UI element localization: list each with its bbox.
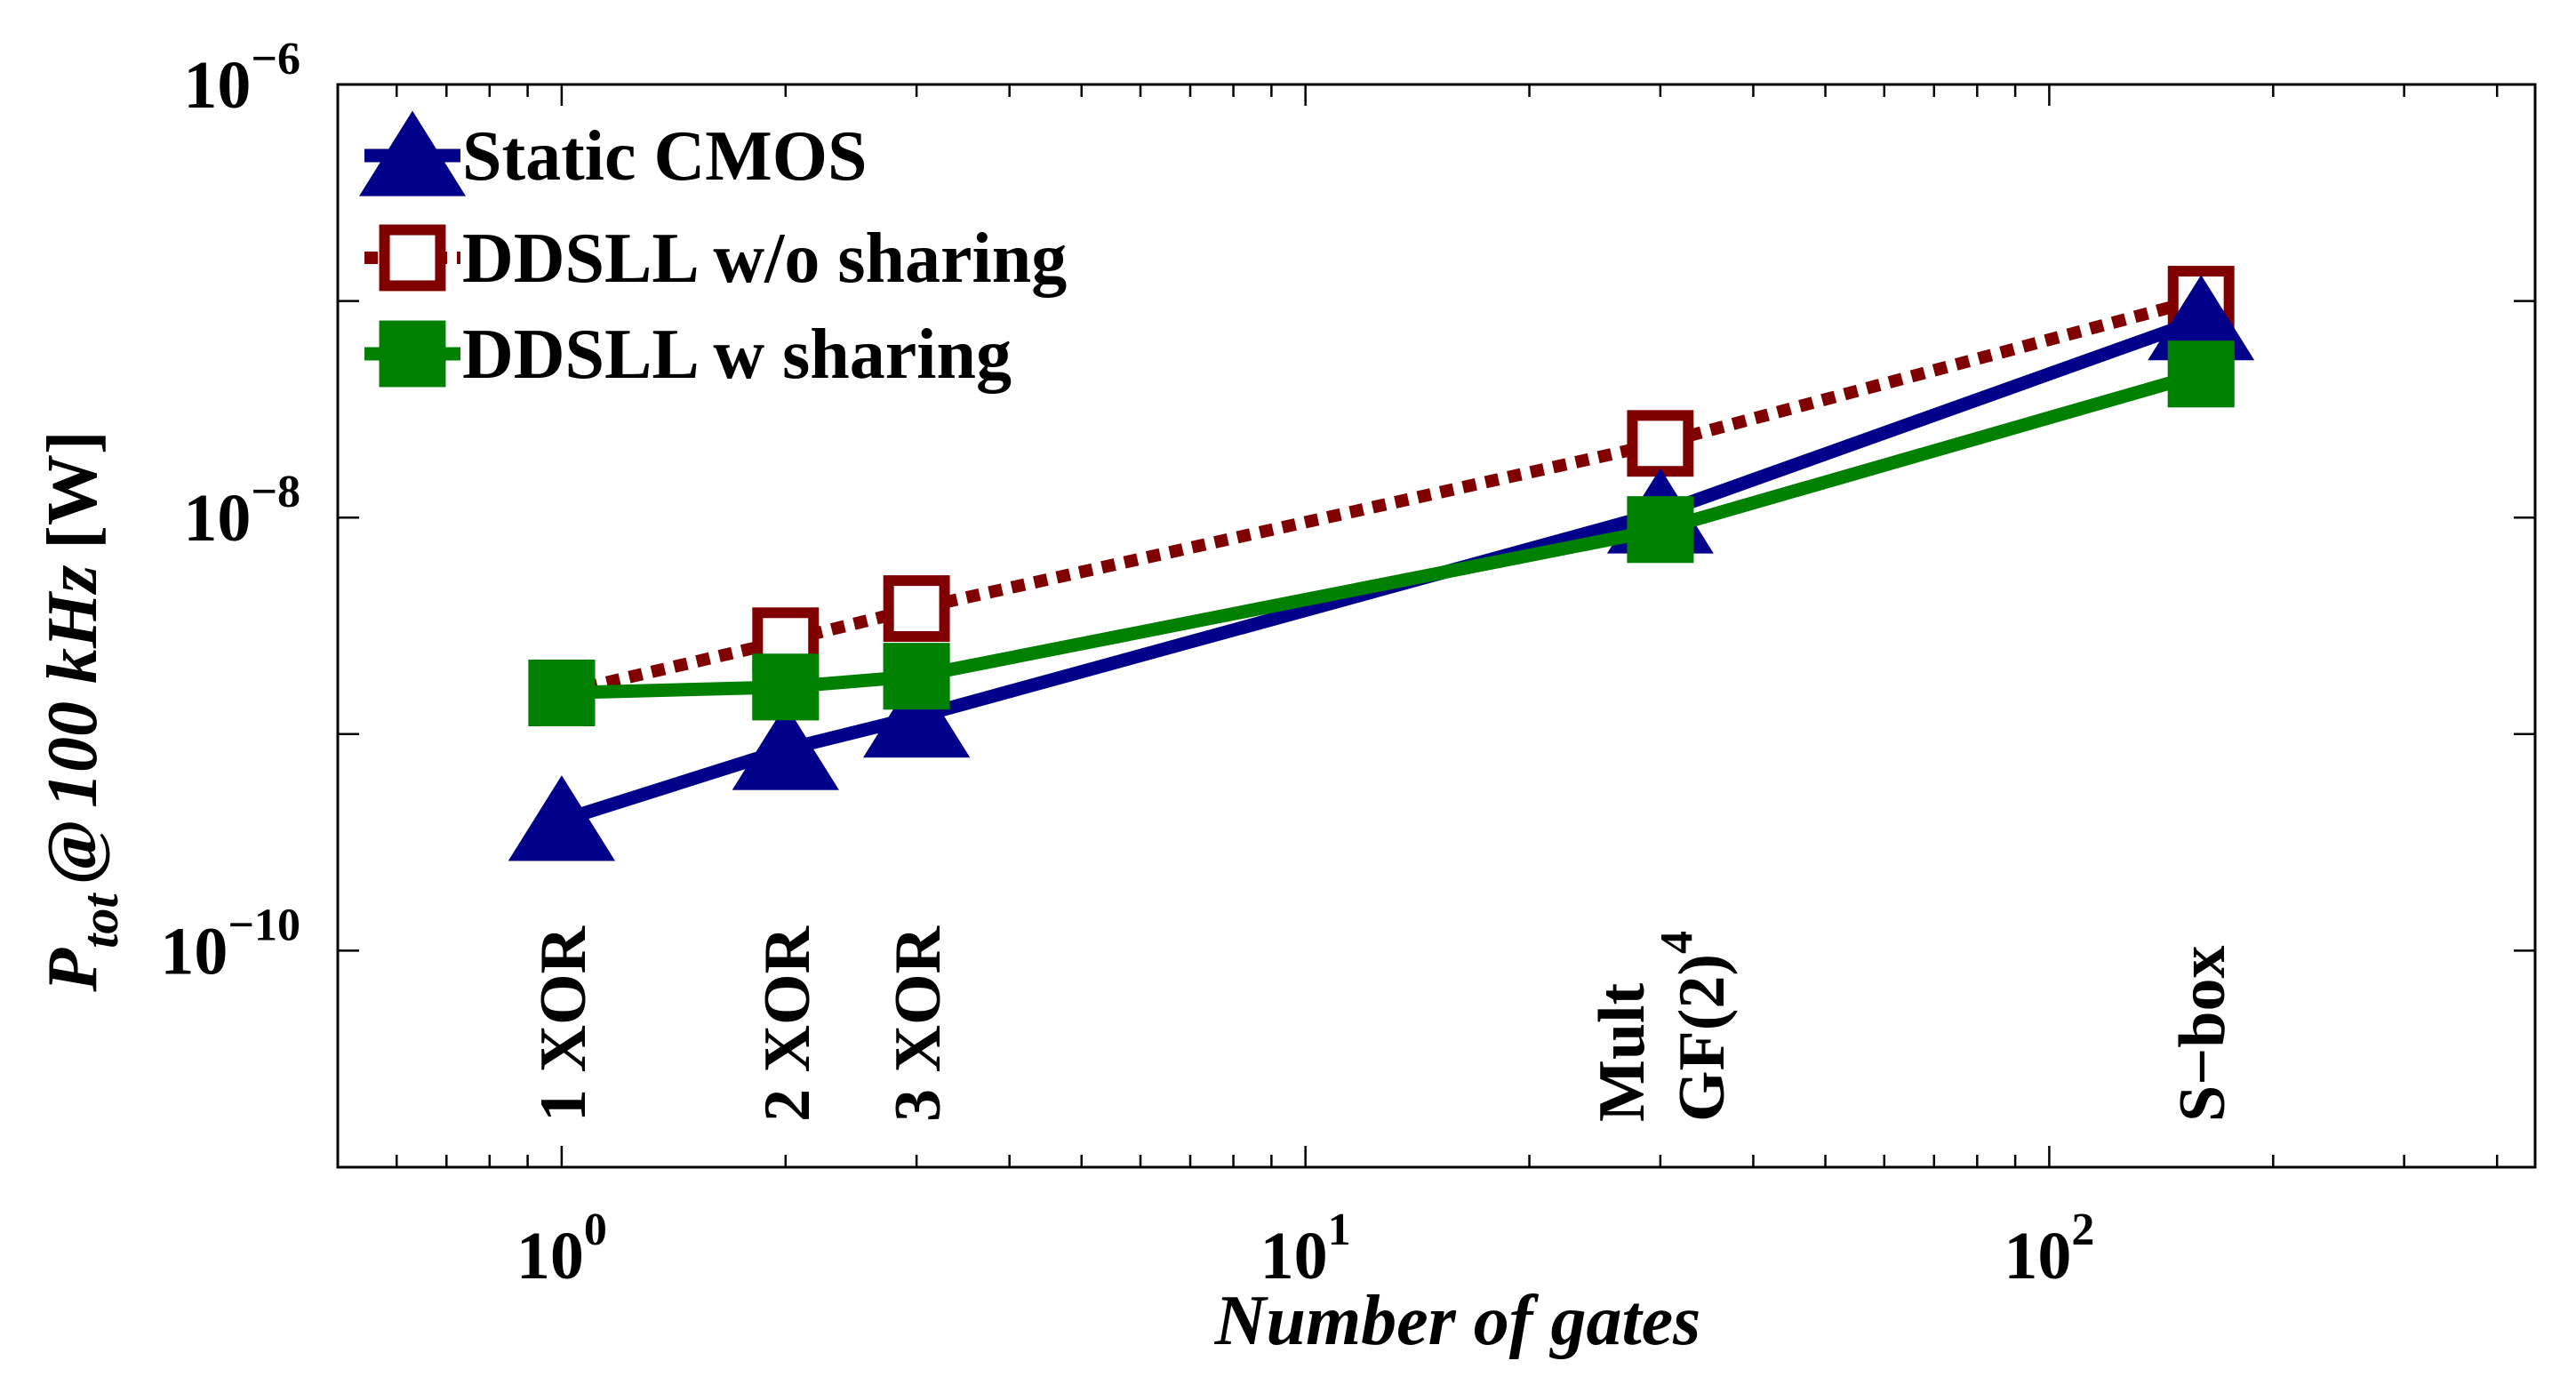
plot-area-border — [336, 83, 2537, 1169]
data-point — [752, 653, 820, 721]
series-layer — [508, 266, 2255, 861]
data-point — [883, 575, 950, 643]
annotation-label: 3 XOR — [882, 925, 955, 1123]
axes-frame — [336, 83, 2537, 1169]
x-tick-label: 100 — [516, 1205, 607, 1293]
data-point — [1627, 496, 1694, 564]
legend-label: DDSLL w sharing — [462, 316, 1012, 394]
y-axis-label-at: @ — [34, 819, 112, 885]
legend: Static CMOS DDSLL w/o sharing DDSLL w shar… — [359, 110, 1067, 394]
x-tick-label-exponent: 1 — [1328, 1205, 1351, 1255]
legend-entry-ddsll-w-o-sharing: DDSLL w/o sharing — [364, 220, 1067, 298]
y-tick-label-base: 10 — [160, 914, 228, 989]
y-axis-label-unit: [W] — [34, 430, 112, 548]
x-tick-label-base: 10 — [516, 1219, 584, 1293]
y-tick-label-exponent: −8 — [251, 467, 300, 517]
y-tick-label: 10−6 — [183, 34, 300, 123]
y-tick-label: 10−8 — [183, 467, 300, 556]
annotation-superscript: 4 — [1652, 931, 1702, 954]
annotation-text: 3 XOR — [882, 925, 955, 1123]
annotation-label: Mult — [1586, 982, 1659, 1122]
x-tick-label-exponent: 2 — [2071, 1205, 2094, 1255]
annotation-label: 1 XOR — [527, 925, 600, 1123]
annotation-layer: 1 XOR 2 XOR 3 XOR Mult GF(2)4 S−box — [527, 925, 2239, 1123]
annotation-text: GF(2) — [1666, 954, 1739, 1122]
legend-entry-ddsll-w-sharing: DDSLL w sharing — [364, 316, 1012, 394]
y-tick-label: 10−10 — [160, 900, 300, 989]
data-point — [528, 659, 596, 726]
legend-marker — [359, 110, 466, 196]
annotation-label: S−box — [2166, 946, 2239, 1122]
legend-label: DDSLL w/o sharing — [462, 220, 1067, 298]
annotation-text: S−box — [2166, 946, 2239, 1122]
legend-marker — [379, 320, 446, 388]
legend-entry-static-cmos: Static CMOS — [359, 110, 868, 196]
data-point — [508, 775, 615, 861]
data-point — [863, 672, 971, 758]
x-tick-label: 102 — [2004, 1205, 2094, 1293]
annotation-label: GF(2)4 — [1652, 931, 1739, 1122]
series-ddsll-w-sharing-markers — [528, 340, 2235, 726]
x-tick-label-exponent: 0 — [584, 1205, 607, 1255]
data-point — [1627, 410, 1694, 477]
legend-label: Static CMOS — [462, 117, 868, 196]
x-tick-label: 101 — [1260, 1205, 1351, 1293]
x-tick-label-base: 10 — [1260, 1219, 1328, 1293]
annotation-text: Mult — [1586, 982, 1659, 1122]
x-tick-label-base: 10 — [2004, 1219, 2071, 1293]
data-point — [732, 704, 839, 790]
annotation-text: 2 XOR — [751, 925, 824, 1123]
legend-marker — [379, 224, 446, 292]
annotation-label: 2 XOR — [751, 925, 824, 1123]
y-axis-label: Ptot @100 kHz [W] — [34, 430, 129, 992]
y-tick-label-base: 10 — [183, 481, 251, 556]
y-tick-label-base: 10 — [183, 48, 251, 123]
series-static-cmos-markers — [508, 672, 971, 861]
y-axis-label-frequency: 100 kHz — [34, 565, 112, 808]
data-point — [2148, 275, 2255, 361]
y-tick-label-exponent: −10 — [228, 900, 300, 950]
y-axis-label-symbol: P — [34, 948, 112, 993]
annotation-text: 1 XOR — [527, 925, 600, 1123]
data-point — [2167, 340, 2235, 408]
x-axis-label: Number of gates — [1214, 1282, 1701, 1360]
data-point — [883, 643, 950, 710]
y-tick-label-exponent: −6 — [251, 34, 300, 84]
y-axis-label-subscript: tot — [71, 893, 129, 949]
